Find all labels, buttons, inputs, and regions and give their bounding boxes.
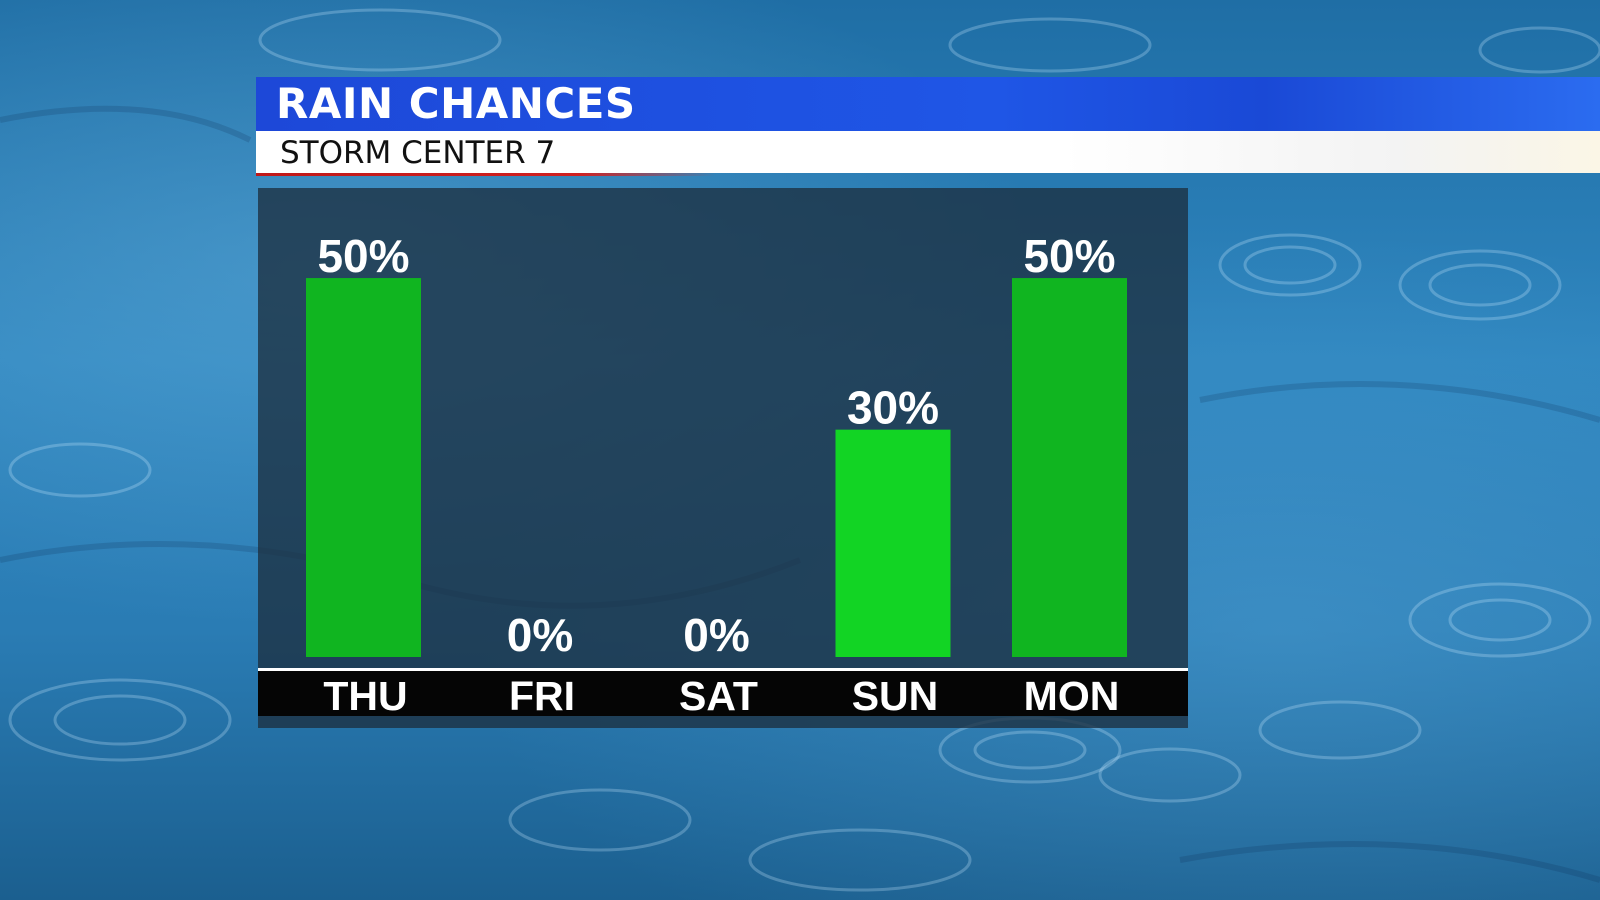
chart-baseline	[258, 668, 1188, 671]
bar-mon	[1012, 278, 1127, 657]
category-label-mon: MON	[1024, 673, 1120, 719]
bar-sun	[835, 429, 951, 657]
title-bar: RAIN CHANCES	[256, 77, 1600, 131]
value-label-sat: 0%	[683, 609, 749, 661]
value-label-mon: 50%	[1023, 230, 1115, 282]
category-label-sun: SUN	[852, 673, 939, 719]
rain-chance-bar-chart: 50% THU 0% FRI 0% SAT 30% SUN 50% MON	[258, 230, 1188, 719]
station-name: STORM CENTER 7	[280, 135, 556, 171]
subtitle-accent-line	[256, 173, 716, 176]
value-label-sun: 30%	[847, 382, 939, 434]
bar-thu	[306, 278, 421, 657]
chart-title: RAIN CHANCES	[276, 79, 636, 128]
category-axis-band	[258, 670, 1188, 716]
subtitle-bar: STORM CENTER 7	[256, 131, 1600, 173]
category-label-thu: THU	[323, 673, 407, 719]
value-label-fri: 0%	[507, 609, 573, 661]
category-label-fri: FRI	[509, 673, 575, 719]
chart-panel: 50% THU 0% FRI 0% SAT 30% SUN 50% MON	[258, 188, 1188, 728]
category-label-sat: SAT	[679, 673, 758, 719]
value-label-thu: 50%	[317, 230, 409, 282]
